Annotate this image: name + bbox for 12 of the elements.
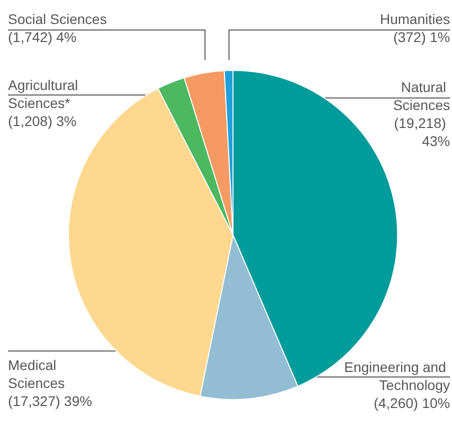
data-label: (19,218) 43% <box>394 115 450 149</box>
data-label: (1,208) 3% <box>8 113 76 129</box>
slice-label: Humanities <box>380 11 450 27</box>
slice-label: Engineering and Technology <box>344 359 450 393</box>
slice-label: Medical Sciences <box>8 357 65 391</box>
data-label: (1,742) 4% <box>8 29 76 45</box>
data-label: (4,260) 10% <box>374 395 450 411</box>
slice-label: Social Sciences <box>8 11 107 27</box>
data-label: (17,327) 39% <box>8 393 92 409</box>
data-label: (372) 1% <box>393 29 450 45</box>
slice-label: Natural Sciences <box>393 79 450 113</box>
slice-label: Agricultural Sciences* <box>8 77 82 111</box>
